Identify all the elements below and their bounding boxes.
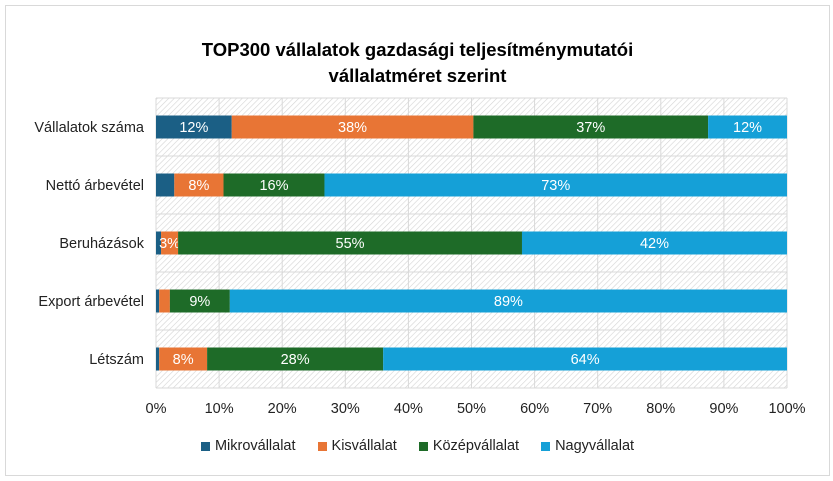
legend-label: Kisvállalat (331, 438, 397, 454)
bar-segment (223, 173, 325, 197)
data-label: 37% (576, 120, 605, 136)
bar-segment (178, 231, 522, 255)
x-tick-label: 20% (268, 401, 297, 417)
x-tick-label: 0% (146, 401, 167, 417)
legend-swatch (317, 441, 327, 451)
data-label: 42% (640, 236, 669, 252)
bar-segment (156, 173, 175, 197)
category-label: Export árbevétel (38, 294, 144, 310)
bar-segment (324, 173, 787, 197)
x-tick-label: 50% (457, 401, 486, 417)
data-label: 55% (336, 236, 365, 252)
data-label: 12% (733, 120, 762, 136)
data-label: 73% (541, 178, 570, 194)
x-tick-label: 100% (768, 401, 805, 417)
x-tick-label: 30% (331, 401, 360, 417)
legend-label: Mikrovállalat (214, 438, 296, 454)
legend-item: Mikrovállalat (200, 438, 296, 454)
legend-item: Nagyvállalat (541, 438, 634, 454)
data-label: 8% (173, 352, 194, 368)
bar-segment (521, 231, 787, 255)
x-tick-label: 70% (583, 401, 612, 417)
bar-segment (159, 289, 170, 313)
data-label: 28% (281, 352, 310, 368)
bar-segment (156, 347, 160, 371)
data-label: 16% (259, 178, 288, 194)
bar-segment (473, 115, 709, 139)
bar-segment (161, 231, 179, 255)
x-tick-label: 90% (709, 401, 738, 417)
legend-item: Középvállalat (418, 438, 520, 454)
bar-segment (231, 115, 474, 139)
x-tick-label: 60% (520, 401, 549, 417)
chart-title: TOP300 vállalatok gazdasági teljesítmény… (201, 39, 634, 60)
legend-swatch (200, 441, 210, 451)
x-tick-label: 80% (646, 401, 675, 417)
data-label: 12% (179, 120, 208, 136)
bar-segment (174, 173, 224, 197)
plot-area: 0% 10% 20% 30% 40% 50% 60% 70% 80% 90% 100% Vállala… (34, 97, 806, 417)
bar-segment (207, 347, 384, 371)
data-label: 3% (159, 236, 180, 252)
legend-swatch (541, 441, 551, 451)
x-tick-label: 40% (394, 401, 423, 417)
data-label: 64% (571, 352, 600, 368)
bar-segment (156, 115, 232, 139)
legend-item: Kisvállalat (317, 438, 397, 454)
category-label: Vállalatok száma (34, 120, 145, 136)
x-tick-label: 10% (205, 401, 234, 417)
bar-segment (708, 115, 787, 139)
bar-segment (229, 289, 787, 313)
data-label: 9% (189, 294, 210, 310)
category-label: Beruházások (59, 236, 144, 252)
bar-segment (169, 289, 230, 313)
data-label: 8% (188, 178, 209, 194)
bar-segment (159, 347, 208, 371)
bar-segment (156, 289, 160, 313)
chart-subtitle: vállalatméret szerint (328, 65, 507, 86)
legend-swatch (418, 441, 428, 451)
legend: Mikrovállalat Kisvállalat Középvállalat Nag… (6, 438, 829, 454)
legend-label: Nagyvállalat (555, 438, 635, 454)
bar-segment (156, 231, 162, 255)
legend-label: Középvállalat (432, 438, 520, 454)
category-label: Nettó árbevétel (46, 178, 144, 194)
chart-frame: TOP300 vállalatok gazdasági teljesítmény… (5, 5, 830, 476)
data-label: 38% (338, 120, 367, 136)
bar-segment (383, 347, 787, 371)
data-label: 89% (494, 294, 523, 310)
category-label: Létszám (89, 352, 144, 368)
